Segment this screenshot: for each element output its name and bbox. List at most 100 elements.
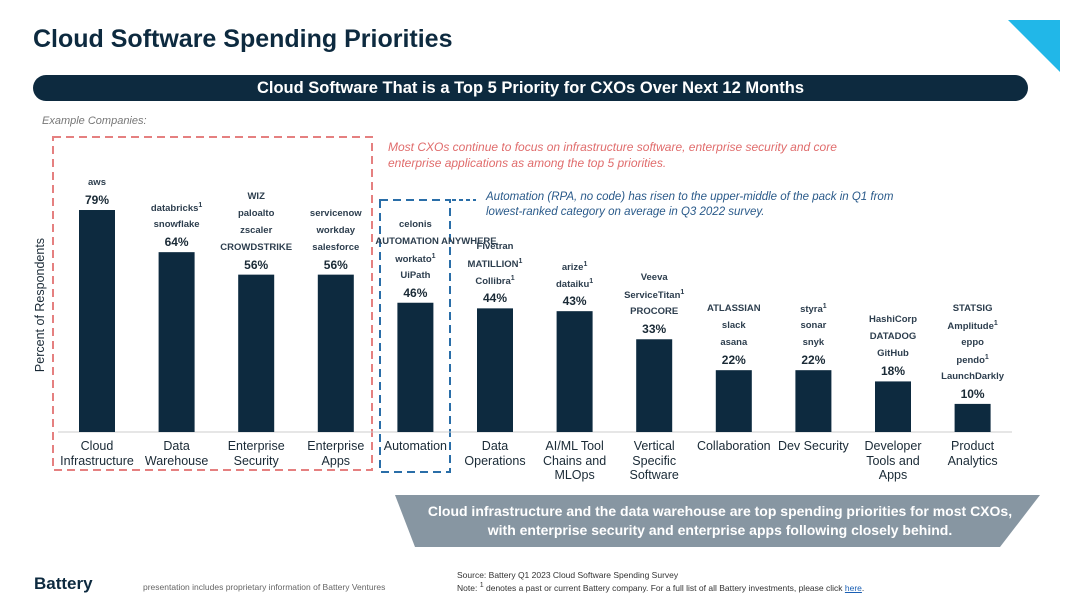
company-logo: zscaler	[216, 225, 296, 236]
chart-title: Cloud Software That is a Top 5 Priority …	[256, 79, 805, 97]
annotation: Most CXOs continue to focus on infrastru…	[388, 140, 837, 170]
bar	[477, 308, 513, 432]
note-mark: 1	[198, 202, 203, 210]
bar	[397, 302, 434, 432]
note-mark: 1	[583, 261, 588, 269]
company-name: HashiCorp	[868, 314, 918, 326]
company-name: AUTOMATION ANYWHERE	[375, 235, 497, 247]
bar	[875, 381, 911, 432]
company-logo: snowflake	[137, 219, 217, 230]
company-name: salesforce	[312, 241, 360, 253]
company-name: UiPath	[400, 269, 431, 281]
x-tick-label: Dev Security	[777, 439, 849, 453]
bar	[79, 210, 115, 432]
company-logo: HashiCorp	[853, 314, 933, 325]
company-name: styra	[800, 304, 823, 316]
bar	[556, 311, 593, 432]
company-logo: dataiku1	[535, 278, 615, 290]
note-text: denotes a past or current Battery compan…	[485, 582, 843, 593]
company-logo: LaunchDarkly	[933, 371, 1013, 382]
company-logo: STATSIG	[933, 303, 1013, 314]
company-name: Collibra	[475, 276, 511, 288]
value-label: 79%	[84, 193, 110, 207]
company-name: ATLASSIAN	[706, 303, 761, 315]
value-label: 56%	[323, 257, 348, 272]
value-label: 22%	[801, 353, 826, 368]
note-mark: 1	[993, 319, 998, 327]
source: Source: Battery Q1 2023 Cloud Software S…	[457, 570, 679, 580]
bar	[158, 252, 195, 432]
company-name: WIZ	[247, 190, 265, 202]
company-logo: UiPath	[375, 270, 455, 281]
company-logo: ATLASSIAN	[694, 303, 774, 314]
company-name: PROCORE	[630, 306, 679, 318]
x-tick-label: Enterprise Security	[227, 439, 285, 468]
company-logo: MATILLION1	[455, 258, 535, 270]
company-name: workday	[316, 224, 356, 236]
company-name: slack	[721, 320, 746, 332]
company-name: DATADOG	[869, 331, 917, 343]
company-logo: DATADOG	[853, 331, 933, 342]
company-logo: GitHub	[853, 348, 933, 359]
note-mark: 1	[589, 278, 594, 286]
x-tick-label: Data Warehouse	[144, 439, 209, 468]
bar	[715, 370, 752, 432]
company-logo: servicenow	[296, 208, 376, 219]
company-name: Amplitude	[947, 321, 994, 333]
note-mark: 1	[680, 289, 685, 297]
note-mark: 1	[479, 582, 484, 589]
disclaimer: presentation includes proprietary inform…	[143, 582, 386, 592]
callout-text: Cloud infrastructure and the data wareho…	[427, 503, 1013, 538]
y-axis-label: Percent of Respondents	[33, 237, 47, 373]
company-logo: workato1	[375, 253, 455, 265]
company-name: snyk	[802, 337, 825, 349]
company-logo: arize1	[535, 261, 615, 273]
brand: Battery	[34, 574, 93, 593]
bar	[795, 370, 832, 432]
value-label: 10%	[960, 386, 985, 401]
company-logo: styra1	[773, 303, 853, 315]
note-mark: 1	[510, 275, 515, 283]
link[interactable]: here	[844, 582, 862, 593]
company-logo: sonar	[773, 320, 853, 331]
company-logo: CROWDSTRIKE	[216, 242, 296, 253]
value-label: 22%	[721, 353, 746, 368]
company-name: workato	[395, 253, 432, 265]
note-prefix: Note:	[457, 582, 478, 593]
companies-label: Example Companies:	[42, 115, 147, 127]
note-mark: 1	[518, 258, 523, 266]
value-label: 64%	[164, 235, 189, 250]
company-name: pendo	[956, 355, 985, 367]
company-logo: Veeva	[614, 272, 694, 283]
company-logo: Amplitude1	[933, 320, 1013, 332]
company-logo: ServiceTitan1	[614, 289, 694, 301]
x-tick-label: Developer Tools and Apps	[864, 439, 922, 482]
x-tick-label: Collaboration	[696, 439, 771, 453]
company-name: servicenow	[309, 207, 362, 219]
x-tick-label: Data Operations	[464, 439, 526, 468]
company-name: MATILLION	[467, 259, 519, 271]
bar	[954, 403, 991, 432]
bar	[636, 339, 673, 432]
bar	[238, 274, 275, 432]
highlight-box	[52, 136, 373, 471]
note-mark: 1	[431, 252, 436, 260]
company-logo: Collibra1	[455, 275, 535, 287]
company-name: Fivetran	[476, 241, 514, 253]
company-logo: salesforce	[296, 242, 376, 253]
value-label: 18%	[880, 364, 906, 379]
company-logo: Fivetran	[455, 241, 535, 252]
company-name: asana	[720, 337, 748, 349]
company-name: Veeva	[640, 272, 668, 284]
value-label: 56%	[244, 257, 269, 272]
company-name: databricks	[150, 203, 199, 215]
x-tick-label: Product Analytics	[947, 439, 998, 468]
company-name: sonar	[800, 320, 827, 332]
x-tick-label: Vertical Specific Software	[629, 439, 679, 482]
company-name: paloalto	[237, 207, 275, 219]
company-name: STATSIG	[952, 302, 993, 314]
company-logo: pendo1	[933, 354, 1013, 366]
company-name: ServiceTitan	[624, 290, 681, 302]
